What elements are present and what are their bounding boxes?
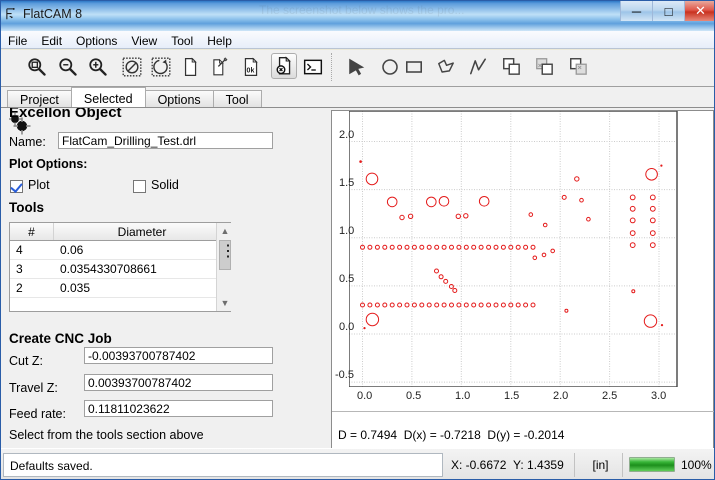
svg-text:0k: 0k	[247, 67, 255, 74]
